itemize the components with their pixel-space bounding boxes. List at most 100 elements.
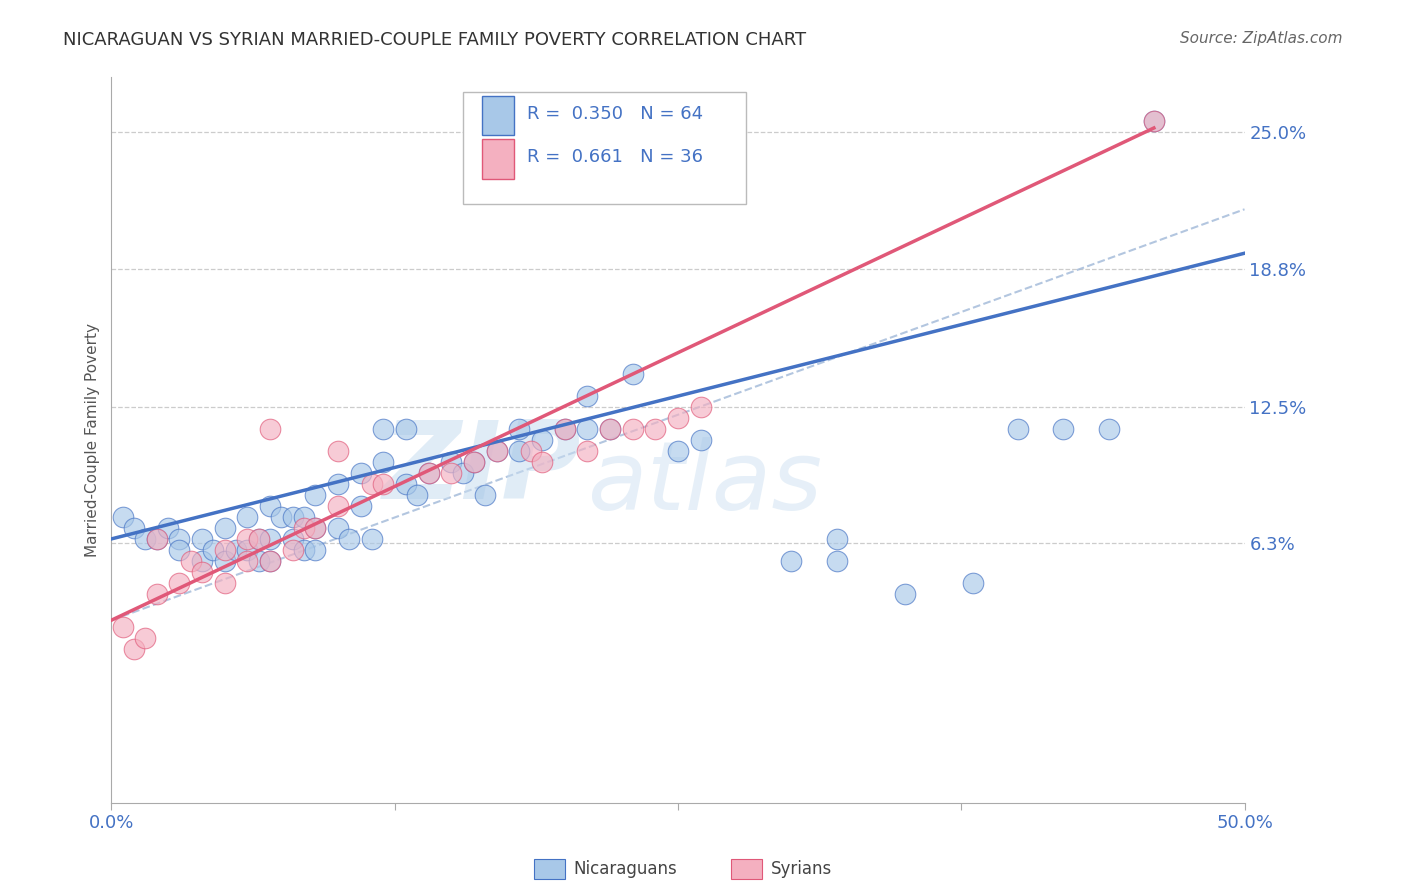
Nicaraguans [825,532,848,546]
Nicaraguans [292,510,315,524]
Nicaraguans [281,532,304,546]
Syrians [169,575,191,590]
Bar [482,139,513,179]
Nicaraguans [122,521,145,535]
Nicaraguans [304,542,326,557]
Nicaraguans [191,554,214,568]
Nicaraguans [270,510,292,524]
Nicaraguans [463,455,485,469]
Nicaraguans [962,575,984,590]
Nicaraguans [281,510,304,524]
Text: ZIP: ZIP [384,416,582,522]
Nicaraguans [825,554,848,568]
Y-axis label: Married-Couple Family Poverty: Married-Couple Family Poverty [86,323,100,557]
Nicaraguans [145,532,167,546]
Syrians [463,455,485,469]
Nicaraguans [157,521,180,535]
Nicaraguans [1007,422,1029,436]
Syrians [519,444,541,458]
Text: atlas: atlas [588,437,823,530]
Nicaraguans [236,510,259,524]
Nicaraguans [214,521,236,535]
Nicaraguans [451,466,474,480]
Nicaraguans [361,532,384,546]
Nicaraguans [485,444,508,458]
Nicaraguans [621,367,644,381]
Syrians [644,422,666,436]
Syrians [122,641,145,656]
Syrians [621,422,644,436]
Nicaraguans [893,587,915,601]
Text: NICARAGUAN VS SYRIAN MARRIED-COUPLE FAMILY POVERTY CORRELATION CHART: NICARAGUAN VS SYRIAN MARRIED-COUPLE FAMI… [63,31,807,49]
Syrians [373,477,395,491]
Text: Syrians: Syrians [770,860,832,878]
Syrians [554,422,576,436]
Nicaraguans [259,554,281,568]
Nicaraguans [689,433,711,447]
Text: Nicaraguans: Nicaraguans [574,860,678,878]
Nicaraguans [326,477,349,491]
Nicaraguans [214,554,236,568]
Nicaraguans [440,455,463,469]
Nicaraguans [1052,422,1074,436]
Text: Source: ZipAtlas.com: Source: ZipAtlas.com [1180,31,1343,46]
Syrians [281,542,304,557]
Syrians [259,554,281,568]
Syrians [666,411,689,425]
Nicaraguans [259,499,281,513]
Nicaraguans [236,542,259,557]
Syrians [599,422,621,436]
Syrians [180,554,202,568]
Nicaraguans [304,488,326,502]
Nicaraguans [169,532,191,546]
Syrians [214,575,236,590]
Syrians [530,455,553,469]
Syrians [304,521,326,535]
Syrians [418,466,440,480]
Nicaraguans [134,532,156,546]
Nicaraguans [247,554,270,568]
Nicaraguans [225,542,247,557]
Nicaraguans [395,422,418,436]
Syrians [361,477,384,491]
Syrians [689,400,711,414]
Nicaraguans [576,422,599,436]
Nicaraguans [191,532,214,546]
Nicaraguans [169,542,191,557]
Syrians [145,532,167,546]
Nicaraguans [350,466,373,480]
Nicaraguans [247,532,270,546]
Nicaraguans [111,510,134,524]
Syrians [259,422,281,436]
Nicaraguans [508,444,530,458]
Syrians [440,466,463,480]
Nicaraguans [1097,422,1119,436]
Syrians [485,444,508,458]
Syrians [247,532,270,546]
Syrians [1143,114,1166,128]
Nicaraguans [554,422,576,436]
Nicaraguans [599,422,621,436]
Syrians [236,554,259,568]
Syrians [134,631,156,645]
Nicaraguans [373,422,395,436]
Nicaraguans [1143,114,1166,128]
Nicaraguans [780,554,803,568]
Syrians [191,565,214,579]
Syrians [214,542,236,557]
Nicaraguans [508,422,530,436]
Nicaraguans [530,433,553,447]
Syrians [326,444,349,458]
Syrians [292,521,315,535]
Nicaraguans [326,521,349,535]
Nicaraguans [202,542,225,557]
Nicaraguans [373,455,395,469]
Nicaraguans [418,466,440,480]
Nicaraguans [350,499,373,513]
Syrians [326,499,349,513]
Nicaraguans [406,488,429,502]
Nicaraguans [337,532,360,546]
FancyBboxPatch shape [463,92,747,204]
Nicaraguans [474,488,496,502]
Syrians [576,444,599,458]
